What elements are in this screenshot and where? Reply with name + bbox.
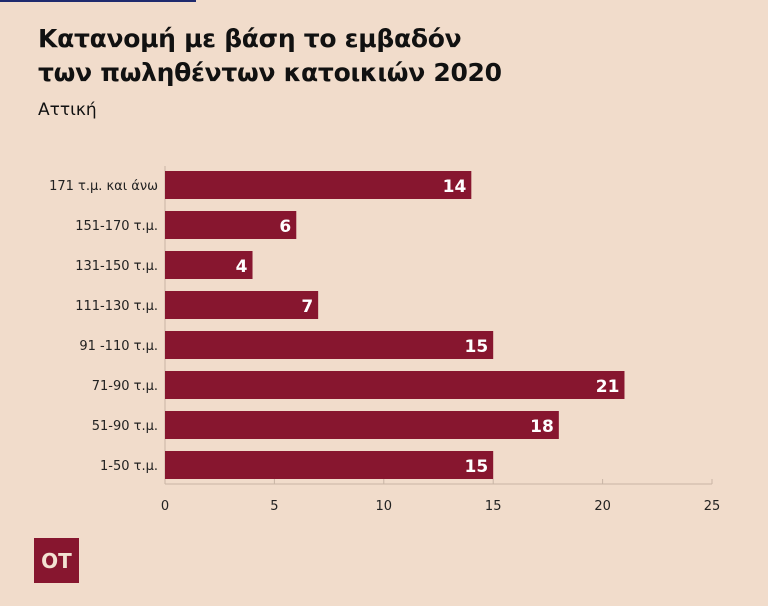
data-label: 15 [465, 337, 489, 357]
x-tick-label: 25 [704, 499, 721, 514]
data-label: 6 [279, 217, 291, 237]
category-label: 71-90 τ.μ. [92, 379, 158, 394]
bar [165, 371, 625, 399]
x-tick-label: 0 [161, 499, 169, 514]
category-label: 171 τ.μ. και άνω [49, 179, 158, 194]
data-label: 18 [530, 417, 554, 437]
data-label: 15 [465, 457, 489, 477]
x-tick-label: 10 [376, 499, 393, 514]
top-accent-line [0, 0, 196, 2]
bar [165, 211, 297, 239]
data-label: 14 [443, 177, 467, 197]
category-label: 151-170 τ.μ. [75, 219, 158, 234]
logo: OT [34, 538, 79, 583]
bar [165, 171, 472, 199]
x-tick-label: 5 [270, 499, 278, 514]
bar [165, 251, 253, 279]
x-tick-label: 20 [594, 499, 611, 514]
title-line-1: Κατανομή με βάση το εμβαδόν [38, 24, 462, 53]
category-label: 111-130 τ.μ. [75, 299, 158, 314]
category-label: 51-90 τ.μ. [92, 419, 158, 434]
bar [165, 291, 319, 319]
category-label: 91 -110 τ.μ. [79, 339, 158, 354]
chart-subtitle: Αττική [38, 100, 97, 120]
data-label: 7 [301, 297, 313, 317]
title-line-2: των πωληθέντων κατοικιών 2020 [38, 58, 502, 87]
bar [165, 331, 494, 359]
x-tick-label: 15 [485, 499, 502, 514]
bar [165, 411, 559, 439]
bar [165, 451, 494, 479]
category-label: 131-150 τ.μ. [75, 259, 158, 274]
data-label: 4 [236, 257, 248, 277]
data-label: 21 [596, 377, 620, 397]
chart-title: Κατανομή με βάση το εμβαδόν των πωληθέντ… [38, 22, 502, 90]
category-label: 1-50 τ.μ. [100, 459, 158, 474]
